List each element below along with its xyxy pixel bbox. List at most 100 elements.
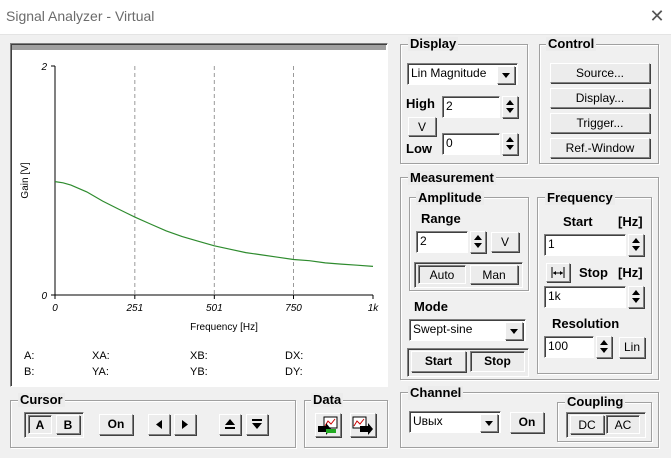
readout-ya: YA: — [92, 366, 109, 378]
frequency-start-label: Start — [563, 214, 593, 229]
channel-group — [400, 392, 659, 448]
cursor-on-button[interactable]: On — [99, 414, 133, 435]
close-icon[interactable]: ✕ — [649, 6, 665, 26]
spin-down-icon — [632, 298, 640, 303]
frequency-start-spinner[interactable] — [628, 234, 644, 256]
control-display-button[interactable]: Display... — [550, 88, 650, 108]
frequency-group-label: Frequency — [545, 190, 615, 205]
frequency-lin-button[interactable]: Lin — [619, 337, 645, 358]
frequency-resolution-label: Resolution — [552, 316, 620, 331]
mode-start-button[interactable]: Start — [411, 351, 466, 372]
readout-yb: YB: — [190, 366, 208, 378]
amplitude-range-spinner[interactable] — [470, 231, 486, 253]
cursor-up-button[interactable] — [219, 414, 241, 435]
display-group — [400, 44, 528, 164]
display-v-button[interactable]: V — [408, 117, 436, 136]
mode-stop-button[interactable]: Stop — [470, 351, 525, 372]
frequency-stop-input[interactable]: 1k — [544, 286, 626, 308]
channel-select[interactable]: Uвых — [409, 411, 501, 433]
y-tick-label: 0 — [41, 291, 47, 302]
control-group — [539, 44, 659, 164]
frequency-resolution-spinner[interactable] — [596, 336, 612, 358]
display-low-input[interactable]: 0 — [442, 133, 500, 155]
triangle-left-icon — [156, 420, 162, 429]
title-bar — [0, 0, 671, 35]
cursor-b-button[interactable]: B — [56, 415, 80, 434]
x-tick-label: 1k — [368, 303, 380, 314]
display-mode-select[interactable]: Lin Magnitude — [407, 63, 518, 85]
readout-xa: XA: — [92, 350, 110, 362]
data-import-button[interactable] — [315, 413, 341, 437]
frequency-stop-label: Stop — [579, 265, 608, 280]
window-title: Signal Analyzer - Virtual — [6, 8, 155, 24]
control-source-button[interactable]: Source... — [550, 63, 650, 83]
channel-on-button[interactable]: On — [510, 412, 544, 433]
export-chart-icon — [352, 416, 373, 435]
amplitude-auto-button[interactable]: Auto — [418, 265, 466, 284]
display-low-spinner[interactable] — [502, 133, 518, 155]
series-line — [54, 181, 374, 267]
amplitude-range-input[interactable]: 2 — [416, 231, 468, 253]
coupling-ac-button[interactable]: AC — [606, 415, 640, 434]
x-tick-label: 750 — [285, 303, 302, 314]
chevron-down-icon — [480, 414, 498, 432]
readout-xb: XB: — [190, 350, 208, 362]
readout-a: A: — [24, 350, 35, 362]
channel-value: Uвых — [413, 414, 443, 428]
frequency-span-button[interactable] — [546, 263, 570, 282]
amplitude-group-label: Amplitude — [416, 190, 484, 205]
import-chart-icon — [318, 416, 338, 435]
amplitude-man-button[interactable]: Man — [470, 265, 518, 284]
spin-down-icon — [474, 243, 482, 248]
x-tick-label: 501 — [206, 303, 223, 314]
cursor-right-button[interactable] — [174, 414, 196, 435]
control-group-label: Control — [546, 36, 597, 51]
spin-down-icon — [600, 348, 608, 353]
up-bar-icon — [225, 419, 235, 429]
chevron-down-icon — [497, 66, 515, 84]
triangle-right-icon — [182, 420, 188, 429]
readout-dy: DY: — [285, 366, 303, 378]
frequency-resolution-input[interactable]: 100 — [544, 336, 594, 358]
spin-up-icon — [506, 100, 514, 105]
mode-label: Mode — [414, 299, 448, 314]
spin-up-icon — [632, 238, 640, 243]
cursor-down-button[interactable] — [246, 414, 268, 435]
control-ref-window-button[interactable]: Ref.-Window — [550, 138, 650, 158]
spin-down-icon — [506, 108, 514, 113]
cursor-a-button[interactable]: A — [28, 415, 52, 434]
mode-select[interactable]: Swept-sine — [409, 319, 526, 341]
frequency-stop-spinner[interactable] — [628, 286, 644, 308]
spin-up-icon — [632, 290, 640, 295]
data-export-button[interactable] — [350, 413, 376, 437]
display-low-label: Low — [406, 141, 432, 156]
x-tick-label: 251 — [125, 303, 143, 314]
display-group-label: Display — [408, 36, 459, 51]
gain-chart[interactable]: 0 2 0 251 501 750 1k Frequency [Hz] Gain [V] — [12, 50, 384, 384]
spin-down-icon — [506, 145, 514, 150]
measurement-group — [400, 177, 659, 380]
graph-panel-topbar — [12, 45, 386, 50]
frequency-start-unit: [Hz] — [618, 214, 643, 229]
display-high-label: High — [406, 96, 435, 111]
data-group — [304, 400, 388, 448]
display-mode-value: Lin Magnitude — [411, 66, 487, 80]
measurement-group-label: Measurement — [408, 170, 496, 185]
channel-group-label: Channel — [408, 385, 464, 400]
mode-value: Swept-sine — [413, 322, 473, 336]
cursor-group-label: Cursor — [18, 392, 65, 407]
down-bar-icon — [252, 419, 262, 429]
frequency-start-input[interactable]: 1 — [544, 234, 626, 256]
spin-up-icon — [506, 137, 514, 142]
x-tick-label: 0 — [52, 303, 58, 314]
coupling-dc-button[interactable]: DC — [570, 415, 604, 434]
amplitude-v-button[interactable]: V — [491, 232, 519, 252]
frequency-stop-unit: [Hz] — [618, 265, 643, 280]
chevron-down-icon — [505, 322, 523, 340]
control-trigger-button[interactable]: Trigger... — [550, 113, 650, 133]
spin-up-icon — [474, 235, 482, 240]
display-high-input[interactable]: 2 — [442, 96, 500, 118]
span-icon — [551, 267, 565, 278]
cursor-left-button[interactable] — [148, 414, 170, 435]
display-high-spinner[interactable] — [502, 96, 518, 118]
